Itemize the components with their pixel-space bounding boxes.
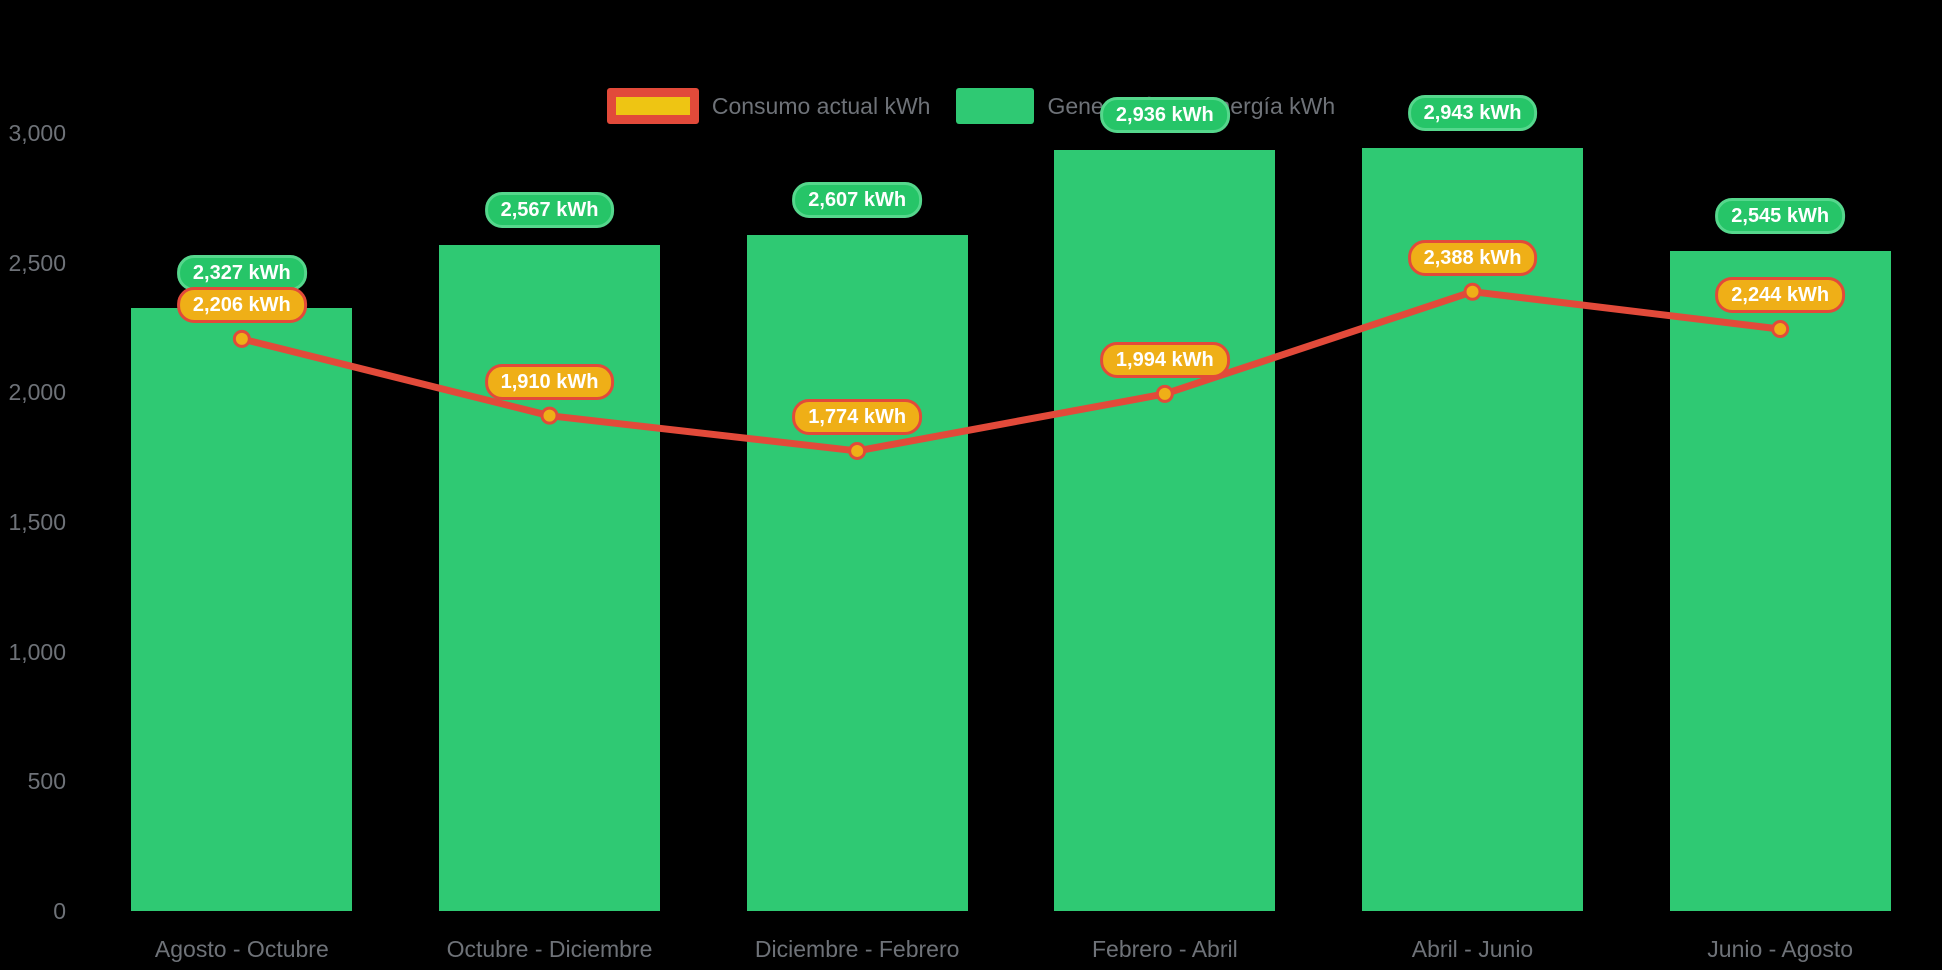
generation-bar [439,245,660,911]
generation-value-label: 2,607 kWh [792,181,923,218]
legend-item-consumo[interactable]: Consumo actual kWh [606,88,931,124]
generation-bar [1669,250,1891,911]
generation-bar [1054,149,1276,911]
consumption-value-label: 2,244 kWh [1715,277,1846,314]
y-axis-tick-label: 3,000 [8,120,66,146]
y-axis-tick-label: 500 [27,768,66,795]
y-axis-tick-label: 1,000 [8,638,66,665]
generation-bar [746,234,968,911]
consumo-line-swatch-icon [606,88,699,124]
consumption-point-marker [540,406,559,425]
consumption-value-label: 2,388 kWh [1407,239,1538,276]
consumption-value-label: 2,206 kWh [176,286,307,323]
generation-bar [131,307,353,911]
legend-label-consumo: Consumo actual kWh [711,93,931,119]
generacion-bar-swatch-icon [956,88,1035,124]
x-axis-category-label: Agosto - Octubre [154,936,329,962]
generation-value-label: 2,545 kWh [1715,197,1846,234]
generation-value-label: 2,943 kWh [1407,94,1538,131]
consumption-value-label: 1,910 kWh [484,363,615,400]
x-axis-category-label: Octubre - Diciembre [446,936,653,962]
y-axis-tick-label: 2,000 [8,379,66,406]
y-axis-tick-label: 1,500 [8,509,66,535]
consumption-point-marker [1771,320,1790,339]
x-axis-category-label: Diciembre - Febrero [754,936,960,962]
generation-value-label: 2,936 kWh [1099,96,1230,133]
y-axis-tick-label: 0 [53,898,66,924]
consumption-point-marker [232,329,251,348]
x-axis-category-label: Febrero - Abril [1091,936,1238,962]
consumption-value-label: 1,994 kWh [1099,341,1230,378]
chart-legend: Consumo actual kWh Generación de energía… [0,88,1942,124]
generation-value-label: 2,567 kWh [484,192,615,229]
y-axis-tick-label: 2,500 [8,249,66,276]
generation-value-label: 2,327 kWh [176,254,307,291]
consumption-point-marker [1155,384,1174,403]
consumption-point-marker [848,441,867,460]
consumption-value-label: 1,774 kWh [792,398,923,435]
consumption-point-marker [1463,282,1482,301]
consumption-line [238,288,1784,455]
x-axis-category-label: Abril - Junio [1411,936,1534,962]
x-axis-category-label: Junio - Agosto [1707,936,1854,962]
